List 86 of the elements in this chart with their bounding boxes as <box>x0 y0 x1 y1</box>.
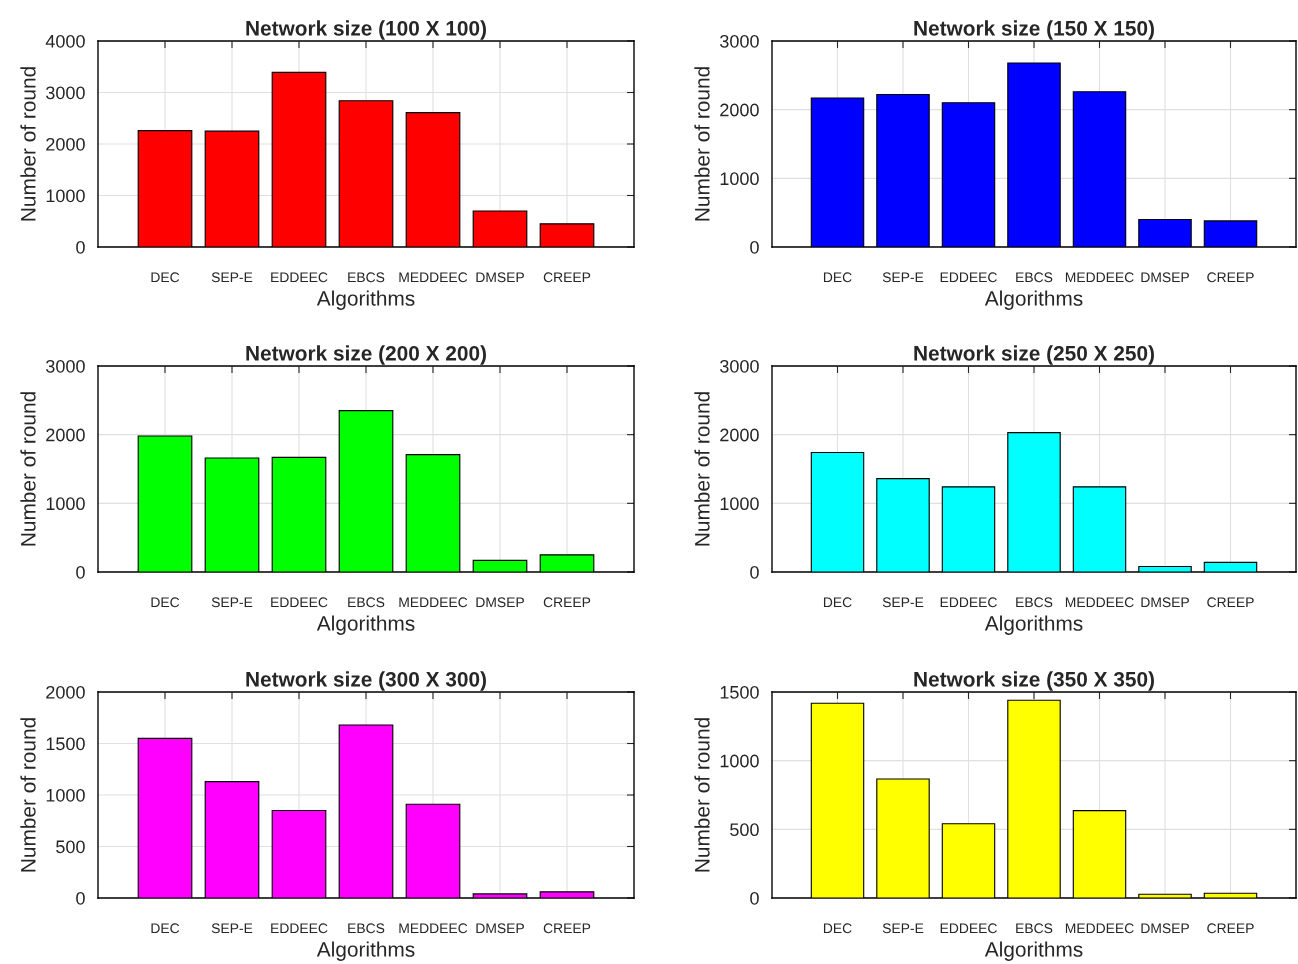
x-axis-title: Algorithms <box>984 290 1083 310</box>
x-tick-label: MEDDEEC <box>399 923 468 934</box>
x-tick-label: CREEP <box>1207 597 1254 608</box>
x-tick-label: EDDEEC <box>271 272 328 283</box>
x-tick-label: DEC <box>151 923 180 934</box>
y-tick-label: 2000 <box>46 137 85 151</box>
x-tick-label: SEP-E <box>882 923 924 934</box>
chart-title: Network size (150 X 150) <box>914 20 1154 40</box>
y-axis-title: Number of round <box>20 67 36 221</box>
x-tick-label: MEDDEEC <box>1065 597 1134 608</box>
x-tick-label: DMSEP <box>476 597 524 608</box>
y-tick-label: 1000 <box>720 497 759 511</box>
y-tick-label: 3000 <box>720 34 759 48</box>
y-tick-label: 500 <box>56 840 85 854</box>
x-tick-label: CREEP <box>543 923 591 934</box>
chart-title: Network size (350 X 350) <box>914 671 1154 691</box>
x-tick-label: EBCS <box>1016 272 1053 283</box>
x-tick-label: MEDDEEC <box>399 272 468 283</box>
y-axis-title: Number of round <box>20 718 36 872</box>
x-tick-label: SEP-E <box>882 597 924 608</box>
y-axis-title: Number of round <box>20 392 36 546</box>
x-tick-label: DMSEP <box>1141 597 1189 608</box>
y-tick-label: 1000 <box>720 172 759 186</box>
x-tick-label: DEC <box>823 272 852 283</box>
y-tick-label: 1000 <box>46 497 85 511</box>
chart-title: Network size (100 X 100) <box>246 20 486 40</box>
y-tick-label: 4000 <box>45 34 85 48</box>
x-tick-label: EBCS <box>348 597 385 608</box>
x-tick-label: MEDDEEC <box>1065 923 1134 934</box>
y-tick-label: 2000 <box>46 685 85 699</box>
y-tick-label: 0 <box>76 891 85 905</box>
chart-title: Network size (200 X 200) <box>246 345 486 365</box>
y-axis-title: Number of round <box>694 718 710 872</box>
x-tick-label: SEP-E <box>882 272 924 283</box>
y-tick-label: 0 <box>76 240 85 254</box>
y-tick-label: 1000 <box>46 189 85 203</box>
x-tick-label: CREEP <box>543 272 591 283</box>
x-tick-label: DMSEP <box>1141 923 1189 934</box>
x-tick-label: EDDEEC <box>271 597 328 608</box>
x-tick-label: CREEP <box>1207 923 1254 934</box>
x-tick-label: DMSEP <box>476 923 524 934</box>
x-axis-title: Algorithms <box>984 615 1083 635</box>
x-tick-label: EBCS <box>1016 923 1053 934</box>
x-tick-label: DEC <box>823 597 852 608</box>
x-axis-title: Algorithms <box>316 290 415 310</box>
y-tick-label: 1500 <box>720 685 759 699</box>
chart-title: Network size (300 X 300) <box>246 671 486 691</box>
chart-title: Network size (250 X 250) <box>914 345 1154 365</box>
x-tick-label: EDDEEC <box>940 272 997 283</box>
y-tick-label: 2000 <box>46 428 85 442</box>
y-tick-label: 1000 <box>720 754 759 768</box>
x-tick-label: DMSEP <box>476 272 524 283</box>
x-tick-label: DEC <box>823 923 852 934</box>
y-tick-label: 0 <box>76 565 85 579</box>
y-tick-label: 0 <box>750 240 759 254</box>
y-tick-label: 1000 <box>46 788 85 802</box>
x-tick-label: DMSEP <box>1141 272 1189 283</box>
x-tick-label: MEDDEEC <box>1065 272 1134 283</box>
x-tick-label: EDDEEC <box>940 597 997 608</box>
x-tick-label: EBCS <box>348 923 385 934</box>
y-axis-title: Number of round <box>694 392 710 546</box>
x-tick-label: MEDDEEC <box>399 597 468 608</box>
x-tick-label: SEP-E <box>211 272 253 283</box>
x-tick-label: CREEP <box>543 597 591 608</box>
x-tick-label: DEC <box>151 272 180 283</box>
x-tick-label: EDDEEC <box>940 923 997 934</box>
y-tick-label: 2000 <box>720 428 759 442</box>
y-tick-label: 1500 <box>46 737 85 751</box>
x-axis-title: Algorithms <box>984 941 1083 961</box>
x-axis-title: Algorithms <box>316 615 415 635</box>
y-tick-label: 500 <box>730 823 759 837</box>
x-tick-label: SEP-E <box>211 597 253 608</box>
x-tick-label: CREEP <box>1207 272 1254 283</box>
x-tick-label: EBCS <box>1016 597 1053 608</box>
x-axis-title: Algorithms <box>316 941 415 961</box>
y-axis-title: Number of round <box>694 67 710 221</box>
y-tick-label: 0 <box>750 891 759 905</box>
y-tick-label: 2000 <box>720 103 759 117</box>
x-tick-label: EDDEEC <box>271 923 328 934</box>
y-tick-label: 3000 <box>46 86 85 100</box>
y-tick-label: 3000 <box>720 359 759 373</box>
x-tick-label: SEP-E <box>211 923 253 934</box>
y-tick-label: 0 <box>750 565 759 579</box>
y-tick-label: 3000 <box>46 359 85 373</box>
x-tick-label: EBCS <box>348 272 385 283</box>
x-tick-label: DEC <box>151 597 180 608</box>
